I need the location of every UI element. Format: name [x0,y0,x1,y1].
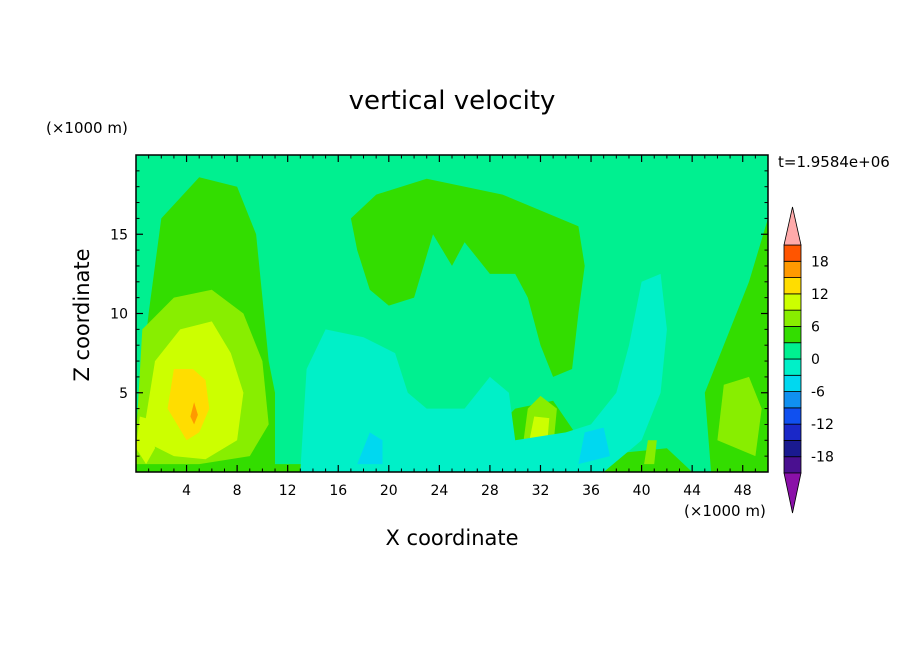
colorbar-upper-arrow [783,206,802,246]
colorbar-lower-arrow [783,472,802,514]
colorbar-tick-label: 0 [811,352,820,368]
x-tick-label: 24 [430,483,448,499]
x-tick-label: 8 [233,483,242,499]
y-axis-title: Z coordinate [70,248,94,382]
x-tick-label: 20 [380,483,398,499]
contour-region [167,369,210,441]
colorbar-band [783,293,802,311]
colorbar-band [783,440,802,458]
x-unit-label: (×1000 m) [684,502,766,520]
contour-region [350,178,585,377]
colorbar-band [783,309,802,327]
colorbar-band [783,374,802,392]
colorbar-band [783,391,802,409]
colorbar-tick-label: -18 [811,450,834,466]
colorbar-band [783,456,802,474]
x-tick-label: 40 [633,483,651,499]
colorbar-band [783,407,802,425]
contour-region [190,402,198,425]
contour-region [300,273,667,472]
y-tick-label: 5 [119,386,128,402]
contour-region [357,432,383,465]
colorbar-tick-label: 12 [811,287,829,303]
contour-region [717,376,762,457]
colorbar: 18 12 6 0 -6 -12 -18 [783,206,834,514]
colorbar-band [783,277,802,295]
colorbar-tick-label: -6 [811,385,825,401]
x-tick-label: 16 [329,483,347,499]
contour-region [578,427,610,465]
time-label: t=1.9584e+06 [778,153,890,171]
x-tick-label: 48 [734,483,752,499]
contour-region [136,416,155,465]
x-tick-label: 32 [532,483,550,499]
colorbar-band [783,358,802,376]
x-tick-label: 28 [481,483,499,499]
colorbar-band [783,244,802,262]
colorbar-tick-label: -12 [811,417,834,433]
contour-regions [136,177,768,472]
y-tick-label: 10 [110,307,128,323]
chart-title: vertical velocity [348,86,556,116]
colorbar-tick-label: 18 [811,254,829,270]
x-axis-title: X coordinate [385,526,519,550]
contour-region [644,440,657,465]
x-axis: 4 8 12 16 20 24 28 32 36 40 44 48 [148,155,756,499]
colorbar-band [783,423,802,441]
x-tick-label: 12 [279,483,297,499]
x-tick-label: 36 [582,483,600,499]
colorbar-band [783,260,802,278]
colorbar-band [783,342,802,360]
y-unit-label: (×1000 m) [46,119,128,137]
y-axis: 5 10 15 [110,170,768,457]
x-tick-label: 4 [182,483,191,499]
x-tick-label: 44 [683,483,701,499]
colorbar-tick-label: 6 [811,319,820,335]
y-tick-label: 15 [110,227,128,243]
colorbar-band [783,326,802,344]
